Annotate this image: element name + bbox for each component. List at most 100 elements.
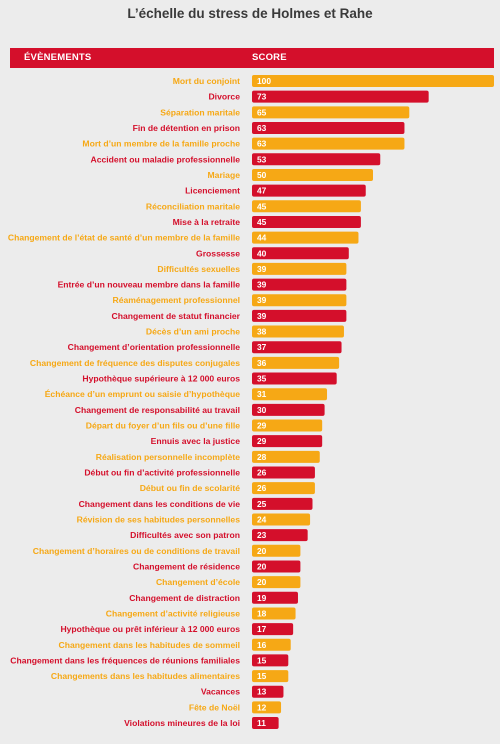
category-label: Changement d’activité religieuse: [106, 608, 240, 618]
bar-value-label: 36: [257, 358, 267, 368]
category-label: Fin de détention en prison: [133, 123, 240, 133]
bar-value-label: 45: [257, 201, 267, 211]
bar-value-label: 12: [257, 702, 267, 712]
bar-value-label: 13: [257, 687, 267, 697]
bar: [252, 341, 342, 354]
category-label: Mort du conjoint: [173, 76, 240, 86]
bar: [252, 513, 311, 526]
category-label: Difficultés avec son patron: [130, 530, 240, 540]
category-label: Décès d’un ami proche: [146, 327, 240, 337]
bar: [252, 356, 340, 369]
bar-value-label: 25: [257, 499, 267, 509]
bar: [252, 153, 381, 166]
bar-value-label: 47: [257, 186, 267, 196]
bar-value-label: 26: [257, 483, 267, 493]
bar-value-label: 23: [257, 530, 267, 540]
category-label: Fête de Noël: [189, 702, 240, 712]
bar-value-label: 18: [257, 608, 267, 618]
bar: [252, 435, 323, 448]
category-label: Grossesse: [196, 248, 240, 258]
category-label: Hypothèque supérieure à 12 000 euros: [82, 374, 240, 384]
bar-value-label: 26: [257, 468, 267, 478]
bar: [252, 623, 294, 636]
bar: [252, 560, 301, 573]
bar: [252, 121, 405, 134]
bar-value-label: 30: [257, 405, 267, 415]
chart-title: L’échelle du stress de Holmes et Rahe: [127, 6, 373, 21]
category-label: Mariage: [208, 170, 241, 180]
bar: [252, 482, 315, 495]
bar-value-label: 20: [257, 561, 267, 571]
bar: [252, 309, 347, 322]
category-label: Divorce: [208, 92, 240, 102]
bar: [252, 403, 325, 416]
category-label: Changement d’horaires ou de conditions d…: [33, 546, 240, 556]
bar: [252, 215, 361, 228]
bar-value-label: 16: [257, 640, 267, 650]
bar: [252, 168, 373, 181]
bar: [252, 497, 313, 510]
bar: [252, 325, 344, 338]
bar-value-label: 39: [257, 295, 267, 305]
bar-value-label: 17: [257, 624, 267, 634]
bar: [252, 717, 279, 730]
bar-value-label: 35: [257, 374, 267, 384]
bar: [252, 294, 347, 307]
category-label: Changement dans les fréquences de réunio…: [10, 655, 240, 665]
category-label: Violations mineures de la loi: [124, 718, 240, 728]
category-label: Changement de résidence: [133, 561, 240, 571]
bar: [252, 388, 328, 401]
bar: [252, 576, 301, 589]
bar-value-label: 28: [257, 452, 267, 462]
category-label: Mort d’un membre de la famille proche: [82, 139, 240, 149]
category-label: Départ du foyer d’un fils ou d’une fille: [86, 421, 240, 431]
bar-value-label: 37: [257, 342, 267, 352]
bar: [252, 450, 320, 463]
category-label: Réconciliation maritale: [146, 201, 240, 211]
bar: [252, 591, 298, 604]
bar-value-label: 50: [257, 170, 267, 180]
bar: [252, 419, 323, 432]
category-label: Changement dans les conditions de vie: [79, 499, 241, 509]
bar-value-label: 39: [257, 311, 267, 321]
bar: [252, 544, 301, 557]
category-label: Hypothèque ou prêt inférieur à 12 000 eu…: [60, 624, 240, 634]
bar-value-label: 15: [257, 671, 267, 681]
bar: [252, 231, 359, 244]
bar: [252, 372, 337, 385]
category-label: Échéance d’un emprunt ou saisie d’hypoth…: [45, 389, 241, 399]
bar: [252, 638, 291, 651]
bar-value-label: 65: [257, 107, 267, 117]
bar: [252, 685, 284, 698]
bar-value-label: 53: [257, 154, 267, 164]
category-label: Changement de l’état de santé d’un membr…: [8, 233, 240, 243]
bar-value-label: 40: [257, 248, 267, 258]
bar-value-label: 44: [257, 233, 267, 243]
bar: [252, 654, 289, 667]
bar-value-label: 19: [257, 593, 267, 603]
bar-value-label: 20: [257, 546, 267, 556]
bar: [252, 262, 347, 275]
bar-value-label: 38: [257, 327, 267, 337]
bar: [252, 106, 410, 119]
category-label: Changement de distraction: [129, 593, 240, 603]
category-label: Changement de statut financier: [112, 311, 241, 321]
category-label: Changement de responsabilité au travail: [75, 405, 240, 415]
bar-value-label: 15: [257, 655, 267, 665]
bar-value-label: 73: [257, 92, 267, 102]
bar: [252, 529, 308, 542]
bar-value-label: 45: [257, 217, 267, 227]
category-label: Entrée d’un nouveau membre dans la famil…: [58, 280, 241, 290]
bar: [252, 278, 347, 291]
bar: [252, 701, 282, 714]
bar: [252, 137, 405, 150]
bar-value-label: 39: [257, 264, 267, 274]
bar: [252, 607, 296, 620]
bar: [252, 247, 349, 260]
score-column-header: SCORE: [252, 52, 287, 63]
bar-value-label: 24: [257, 514, 267, 524]
bar-value-label: 31: [257, 389, 267, 399]
bar: [252, 200, 361, 213]
